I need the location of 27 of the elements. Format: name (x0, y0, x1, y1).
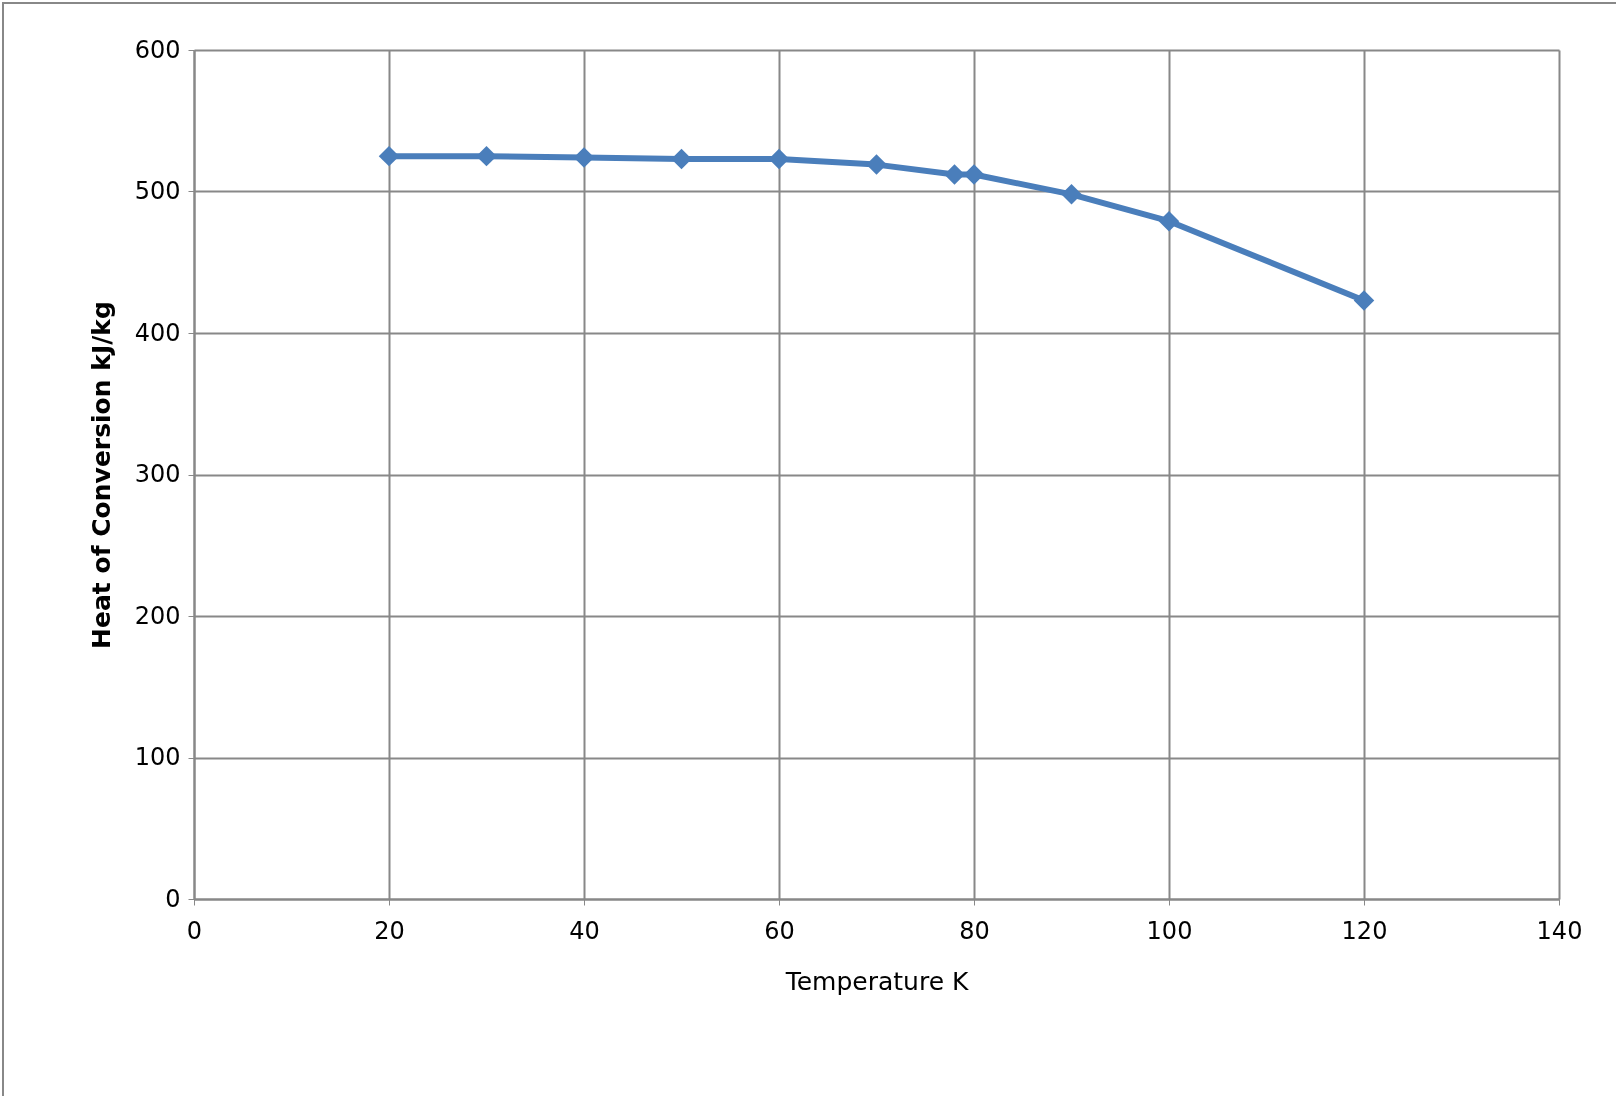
y-tick-label: 400 (134, 318, 181, 347)
point (866, 154, 887, 175)
x-axis-title: Temperature K (784, 966, 969, 996)
y-tick-label: 0 (165, 884, 181, 913)
point (671, 148, 692, 170)
point (963, 164, 985, 185)
x-tick-label: 60 (764, 916, 795, 945)
point (1353, 290, 1375, 311)
x-tick-label: 40 (569, 916, 600, 945)
point (1158, 210, 1180, 232)
x-tick-label: 20 (374, 916, 405, 945)
x-tick-label: 0 (186, 916, 203, 945)
y-axis-title: Heat of Conversion kJ/kg (86, 301, 116, 649)
y-tick-label: 500 (134, 177, 181, 205)
point (944, 164, 965, 185)
y-tick-label: 200 (134, 601, 181, 630)
y-tick-label: 300 (134, 460, 181, 488)
x-tick-label: 100 (1146, 916, 1193, 945)
y-tick-label: 600 (134, 35, 181, 64)
x-tick-label: 120 (1341, 916, 1388, 945)
x-tick-label: 140 (1536, 916, 1583, 945)
y-tick-label: 100 (134, 743, 181, 771)
point (1061, 184, 1082, 205)
point (476, 145, 497, 167)
point (378, 145, 400, 167)
point (573, 147, 595, 168)
x-tick-label: 80 (959, 916, 990, 945)
